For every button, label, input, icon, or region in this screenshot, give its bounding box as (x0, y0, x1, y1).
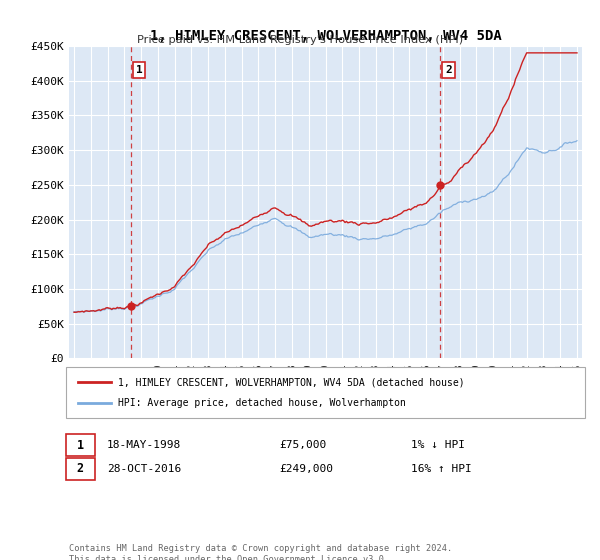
Text: 1: 1 (136, 65, 142, 75)
Text: HPI: Average price, detached house, Wolverhampton: HPI: Average price, detached house, Wolv… (118, 398, 406, 408)
Text: £75,000: £75,000 (279, 440, 326, 450)
Text: Contains HM Land Registry data © Crown copyright and database right 2024.
This d: Contains HM Land Registry data © Crown c… (69, 544, 452, 560)
Text: £249,000: £249,000 (279, 464, 333, 474)
Text: 1: 1 (77, 438, 84, 452)
Text: Price paid vs. HM Land Registry's House Price Index (HPI): Price paid vs. HM Land Registry's House … (137, 35, 463, 45)
Text: 28-OCT-2016: 28-OCT-2016 (107, 464, 181, 474)
Title: 1, HIMLEY CRESCENT, WOLVERHAMPTON, WV4 5DA: 1, HIMLEY CRESCENT, WOLVERHAMPTON, WV4 5… (149, 29, 502, 43)
Text: 1% ↓ HPI: 1% ↓ HPI (411, 440, 465, 450)
Text: 2: 2 (445, 65, 452, 75)
Text: 18-MAY-1998: 18-MAY-1998 (107, 440, 181, 450)
Text: 16% ↑ HPI: 16% ↑ HPI (411, 464, 472, 474)
Text: 1, HIMLEY CRESCENT, WOLVERHAMPTON, WV4 5DA (detached house): 1, HIMLEY CRESCENT, WOLVERHAMPTON, WV4 5… (118, 377, 465, 388)
Text: 2: 2 (77, 462, 84, 475)
